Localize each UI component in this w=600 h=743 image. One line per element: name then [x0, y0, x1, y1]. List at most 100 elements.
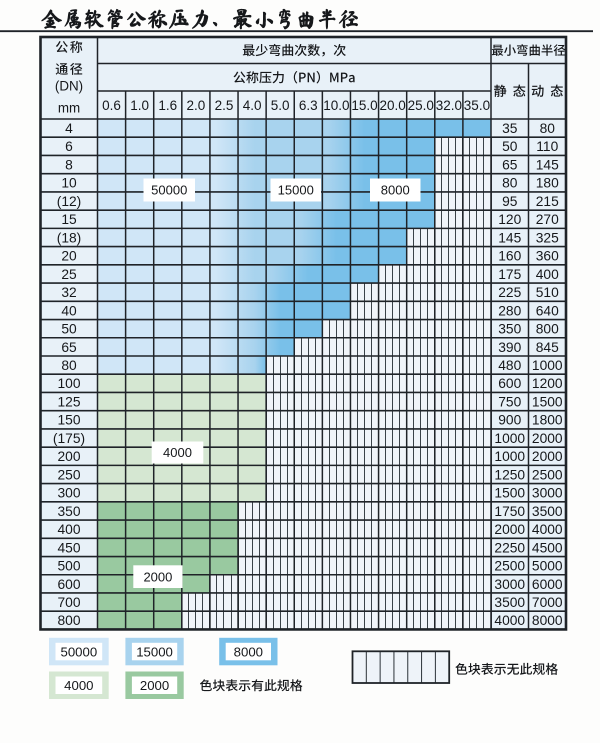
svg-text:150: 150: [57, 413, 80, 428]
svg-text:2.5: 2.5: [215, 98, 234, 113]
svg-text:250: 250: [57, 467, 80, 482]
svg-text:600: 600: [57, 577, 80, 592]
svg-text:20.0: 20.0: [379, 98, 405, 113]
svg-text:20: 20: [61, 249, 77, 264]
svg-text:2500: 2500: [532, 467, 563, 482]
svg-text:35.0: 35.0: [464, 98, 490, 113]
svg-text:100: 100: [57, 376, 80, 391]
svg-text:325: 325: [536, 230, 559, 245]
svg-text:8000: 8000: [381, 183, 410, 198]
svg-text:300: 300: [57, 486, 80, 501]
svg-text:5000: 5000: [532, 559, 563, 574]
svg-text:600: 600: [498, 376, 521, 391]
svg-text:1.0: 1.0: [130, 98, 149, 113]
svg-text:900: 900: [498, 413, 521, 428]
svg-text:3000: 3000: [494, 577, 525, 592]
svg-text:7000: 7000: [532, 595, 563, 610]
svg-text:1.6: 1.6: [158, 98, 177, 113]
svg-text:215: 215: [536, 194, 559, 209]
svg-text:160: 160: [498, 249, 521, 264]
svg-text:480: 480: [498, 358, 521, 373]
svg-text:50000: 50000: [151, 183, 187, 198]
svg-text:400: 400: [57, 522, 80, 537]
svg-text:50: 50: [502, 139, 518, 154]
svg-text:35: 35: [502, 121, 518, 136]
svg-text:175: 175: [498, 267, 521, 282]
svg-text:3500: 3500: [532, 504, 563, 519]
svg-text:750: 750: [498, 394, 521, 409]
svg-text:1000: 1000: [532, 358, 563, 373]
svg-text:10.0: 10.0: [323, 98, 349, 113]
svg-text:110: 110: [536, 139, 558, 154]
svg-text:65: 65: [502, 157, 518, 172]
svg-text:400: 400: [536, 267, 559, 282]
svg-text:500: 500: [57, 559, 80, 574]
svg-text:2000: 2000: [140, 678, 169, 693]
svg-text:3500: 3500: [494, 595, 525, 610]
svg-text:(DN): (DN): [55, 78, 83, 93]
svg-text:4000: 4000: [64, 678, 93, 693]
svg-text:2000: 2000: [532, 449, 563, 464]
svg-text:(18): (18): [57, 230, 82, 245]
svg-text:15: 15: [61, 212, 77, 227]
svg-text:4000: 4000: [532, 522, 563, 537]
svg-text:700: 700: [57, 595, 80, 610]
svg-text:15.0: 15.0: [351, 98, 377, 113]
svg-text:280: 280: [498, 303, 521, 318]
svg-text:845: 845: [536, 340, 559, 355]
svg-text:360: 360: [536, 249, 559, 264]
svg-text:225: 225: [498, 285, 521, 300]
svg-text:15000: 15000: [136, 644, 173, 659]
svg-text:40: 40: [61, 303, 77, 318]
svg-text:8: 8: [65, 157, 73, 172]
svg-text:270: 270: [536, 212, 559, 227]
svg-text:2000: 2000: [494, 522, 525, 537]
svg-text:1000: 1000: [494, 431, 525, 446]
svg-text:8000: 8000: [234, 644, 263, 659]
svg-text:50: 50: [61, 322, 77, 337]
svg-text:180: 180: [536, 176, 559, 191]
svg-text:1500: 1500: [494, 486, 525, 501]
svg-text:120: 120: [498, 212, 521, 227]
svg-text:15000: 15000: [278, 183, 314, 198]
svg-text:80: 80: [61, 358, 77, 373]
svg-text:6.3: 6.3: [299, 98, 318, 113]
svg-text:145: 145: [498, 230, 521, 245]
svg-text:2000: 2000: [143, 569, 172, 584]
svg-text:1750: 1750: [494, 504, 525, 519]
svg-text:200: 200: [57, 449, 80, 464]
svg-text:2000: 2000: [532, 431, 563, 446]
svg-text:80: 80: [540, 121, 556, 136]
svg-text:800: 800: [57, 613, 80, 628]
svg-text:50000: 50000: [61, 644, 98, 659]
svg-text:1000: 1000: [494, 449, 525, 464]
svg-text:125: 125: [57, 394, 80, 409]
svg-text:145: 145: [536, 157, 559, 172]
svg-text:800: 800: [536, 322, 559, 337]
svg-text:4000: 4000: [494, 613, 525, 628]
svg-text:4500: 4500: [532, 540, 563, 555]
svg-text:1500: 1500: [532, 394, 563, 409]
svg-text:4000: 4000: [163, 445, 192, 460]
svg-text:(175): (175): [53, 431, 85, 446]
svg-text:8000: 8000: [532, 613, 563, 628]
svg-text:2.0: 2.0: [186, 98, 205, 113]
svg-text:390: 390: [498, 340, 521, 355]
svg-text:25: 25: [61, 267, 77, 282]
svg-text:0.6: 0.6: [102, 98, 121, 113]
svg-text:6000: 6000: [532, 577, 563, 592]
svg-text:450: 450: [57, 540, 80, 555]
svg-text:4.0: 4.0: [243, 98, 262, 113]
svg-text:2250: 2250: [494, 540, 525, 555]
svg-text:5.0: 5.0: [271, 98, 290, 113]
svg-text:25.0: 25.0: [408, 98, 434, 113]
svg-text:mm: mm: [58, 100, 80, 115]
svg-text:350: 350: [498, 322, 521, 337]
svg-text:510: 510: [536, 285, 559, 300]
svg-text:1800: 1800: [532, 413, 563, 428]
svg-text:4: 4: [65, 121, 73, 136]
svg-text:350: 350: [57, 504, 80, 519]
svg-text:32: 32: [61, 285, 76, 300]
svg-text:32.0: 32.0: [436, 98, 462, 113]
svg-text:2500: 2500: [494, 559, 525, 574]
